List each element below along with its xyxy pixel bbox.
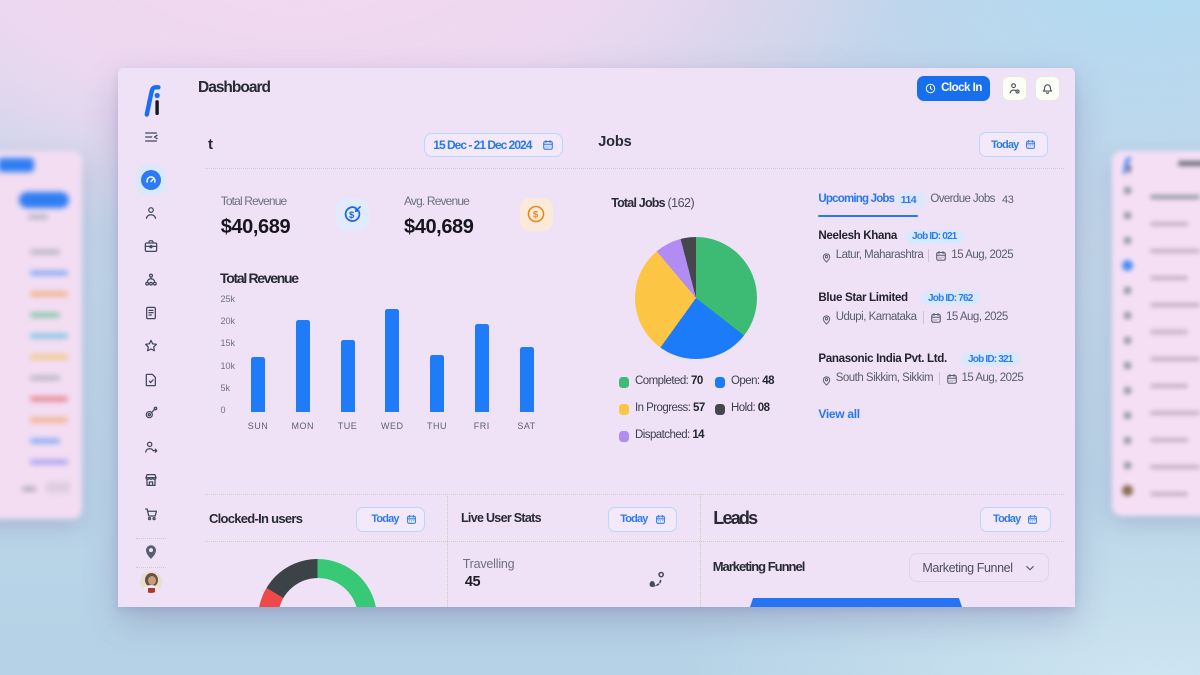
svg-text:$: $ bbox=[533, 210, 539, 221]
svg-text:$: $ bbox=[349, 210, 355, 221]
